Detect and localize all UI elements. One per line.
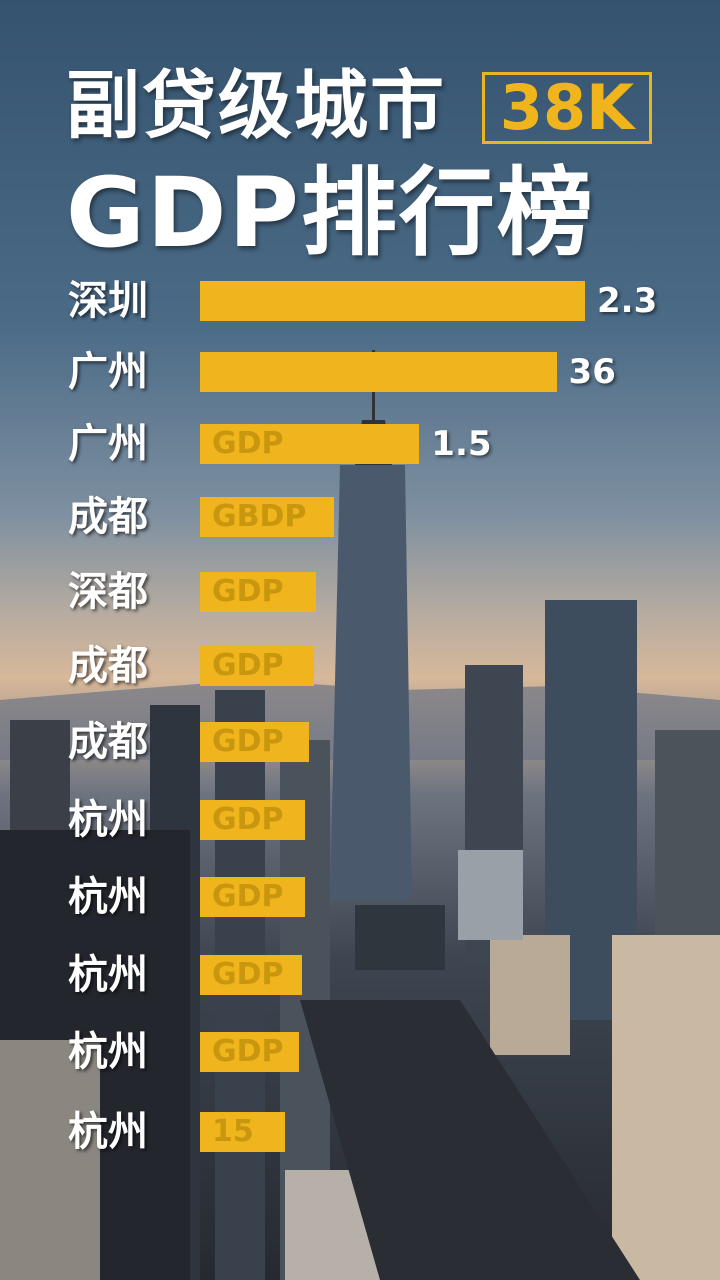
bar: GDP (200, 1032, 299, 1072)
category-label: 广州 (68, 349, 148, 395)
category-label: 杭州 (68, 952, 148, 998)
bar: GDP (200, 646, 314, 686)
title-badge: 38K (482, 72, 652, 144)
bar-row: 杭州 GDP (0, 950, 720, 1000)
value-label: 2.3 (597, 281, 658, 321)
bar: GDP (200, 877, 306, 917)
bar-row: 深圳 2.3 (0, 276, 720, 326)
bar-row: 成都 GDP (0, 717, 720, 767)
bar-row: 杭州 GDP (0, 1027, 720, 1077)
bar: GDP (200, 572, 316, 612)
bar-inner-label: GDP (212, 957, 284, 992)
category-label: 杭州 (68, 797, 148, 843)
bar-row: 广州 36 (0, 347, 720, 397)
chart-subtitle: GDP排行榜 (66, 157, 595, 269)
bar-inner-label: GDP (212, 724, 284, 759)
bar-row: 成都 GDP (0, 641, 720, 691)
category-label: 杭州 (68, 874, 148, 920)
bar-inner-label: GBDP (212, 499, 307, 534)
bar-row: 深都 GDP (0, 567, 720, 617)
bar-row: 广州 GDP 1.5 (0, 419, 720, 469)
bar: 15 (200, 1112, 286, 1152)
bar-row: 杭州 15 (0, 1107, 720, 1157)
bar-inner-label: 15 (212, 1114, 254, 1149)
bar: GDP (200, 722, 309, 762)
bar-row: 杭州 GDP (0, 795, 720, 845)
category-label: 广州 (68, 421, 148, 467)
bar-inner-label: GDP (212, 574, 284, 609)
category-label: 成都 (68, 643, 148, 689)
category-label: 深圳 (68, 278, 148, 324)
bar: GBDP (200, 497, 334, 537)
category-label: 成都 (68, 494, 148, 540)
value-label: 36 (568, 352, 616, 392)
chart-title: 副贷级城市 (66, 63, 446, 149)
category-label: 深都 (68, 569, 148, 615)
bar (200, 352, 557, 392)
bar (200, 281, 585, 321)
bar-row: 成都 GBDP (0, 492, 720, 542)
bar-inner-label: GDP (212, 426, 284, 461)
category-label: 杭州 (68, 1029, 148, 1075)
bar-inner-label: GDP (212, 648, 284, 683)
value-label: 1.5 (431, 424, 492, 464)
bar-inner-label: GDP (212, 1034, 284, 1069)
bar-row: 杭州 GDP (0, 872, 720, 922)
bar: GDP (200, 424, 420, 464)
category-label: 杭州 (68, 1109, 148, 1155)
category-label: 成都 (68, 719, 148, 765)
bar-inner-label: GDP (212, 879, 284, 914)
bar-inner-label: GDP (212, 802, 284, 837)
bar: GDP (200, 955, 303, 995)
bar: GDP (200, 800, 306, 840)
